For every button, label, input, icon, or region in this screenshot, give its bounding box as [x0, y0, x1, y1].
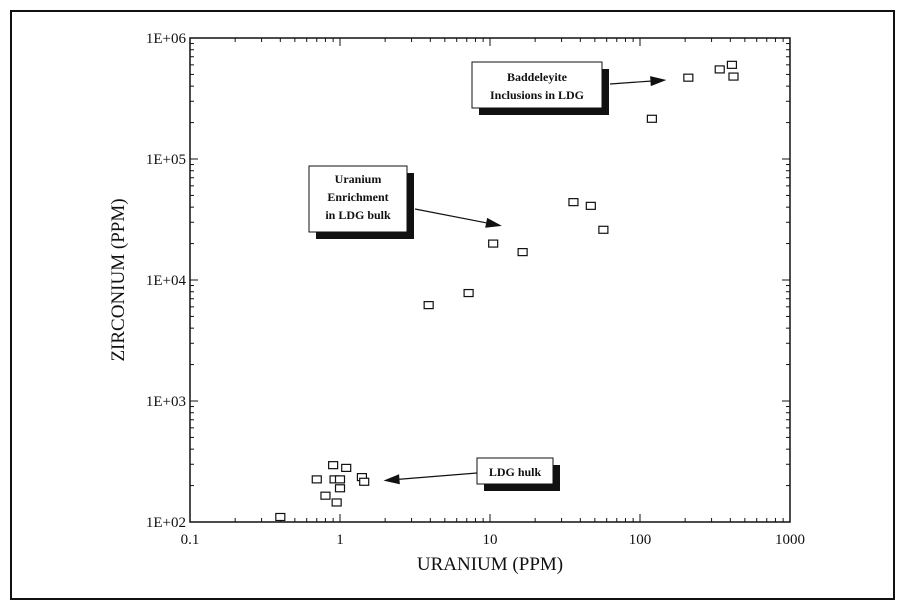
data-point — [488, 239, 499, 248]
y-axis-title: ZIRCONIUM (PPM) — [108, 198, 129, 361]
data-point — [585, 201, 596, 210]
data-point — [728, 72, 739, 81]
data-point — [334, 484, 346, 493]
axis-ticks — [189, 37, 791, 523]
callout-text: Enrichment — [327, 190, 388, 204]
callout-text: Inclusions in LDG — [490, 88, 584, 102]
data-point — [331, 498, 342, 507]
y-tick-label: 1E+06 — [146, 31, 187, 47]
x-tick-label: 100 — [629, 532, 652, 548]
y-tick-label: 1E+03 — [146, 394, 186, 410]
callout-box — [471, 61, 603, 109]
data-point — [646, 114, 657, 123]
data-point — [463, 288, 474, 298]
data-point — [334, 475, 346, 484]
callout-arrowhead — [383, 474, 400, 485]
scatter-chart: 0.1 1 10 100 1000 1E+021E+031E+041E+051E+06 … — [108, 31, 805, 575]
data-point — [320, 491, 331, 500]
x-tick-labels: 0.1 1 10 100 1000 — [181, 532, 805, 548]
callout-text: Baddeleyite — [507, 70, 568, 84]
data-point — [714, 65, 725, 74]
annotations: Baddeleyite Inclusions in LDG Uranium Enric… — [308, 61, 667, 491]
callout-text: in LDG bulk — [325, 208, 391, 222]
annotation-callout: Uranium Enrichment in LDG bulk — [308, 165, 502, 239]
data-point — [726, 60, 738, 69]
callout-arrow-line — [609, 80, 651, 85]
data-point — [275, 512, 286, 522]
callout-arrow-line — [399, 472, 478, 480]
callout-box — [476, 457, 554, 485]
data-point — [568, 198, 579, 207]
data-point — [598, 225, 609, 234]
x-tick-label: 1000 — [775, 532, 805, 548]
annotation-callout: LDG hulk — [383, 457, 560, 491]
data-point — [311, 475, 322, 484]
annotation-callout: Baddeleyite Inclusions in LDG — [471, 61, 667, 115]
x-tick-label: 1 — [336, 532, 344, 548]
callout-arrowhead — [650, 76, 667, 87]
data-point — [341, 463, 352, 472]
data-points — [275, 60, 739, 522]
data-point — [683, 73, 694, 82]
y-tick-label: 1E+04 — [146, 273, 187, 289]
data-point — [328, 461, 339, 470]
callout-box — [308, 165, 408, 233]
callout-text: Uranium — [335, 172, 382, 186]
x-tick-label: 10 — [483, 532, 498, 548]
y-tick-label: 1E+02 — [146, 515, 186, 531]
callout-arrowhead — [485, 217, 502, 228]
figure-frame: 0.1 1 10 100 1000 1E+02 1E+03 1E+04 1E+05 1E+06 … — [10, 10, 895, 600]
x-tick-label: 0.1 — [181, 532, 200, 548]
y-tick-labels: 1E+02 1E+03 1E+04 1E+05 1E+06 — [146, 31, 187, 531]
x-axis-title: URANIUM (PPM) — [417, 554, 563, 575]
callout-arrow-line — [414, 208, 487, 224]
y-tick-label: 1E+05 — [146, 152, 186, 168]
callout-text: LDG hulk — [489, 465, 542, 479]
data-point — [359, 477, 370, 486]
data-point — [423, 301, 434, 310]
data-point — [517, 248, 528, 257]
